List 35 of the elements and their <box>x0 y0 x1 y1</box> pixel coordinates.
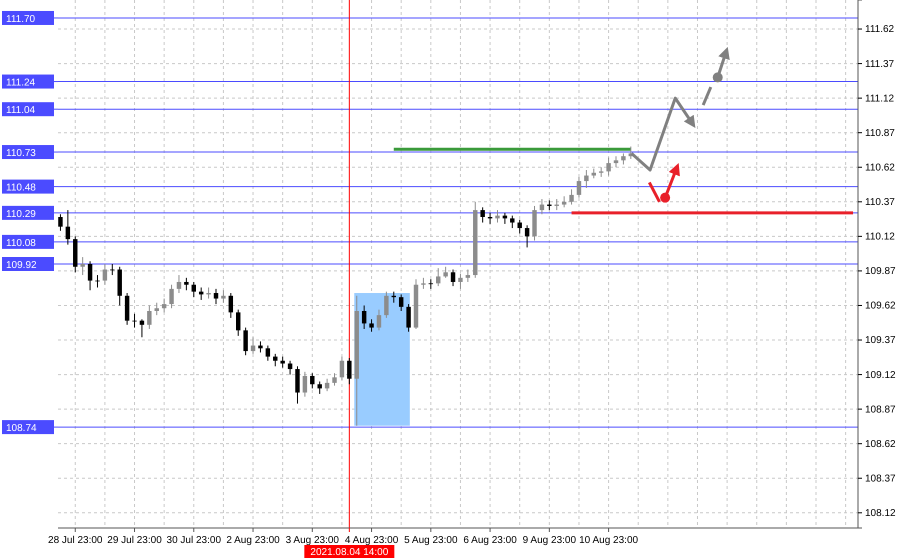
x-tick-label: 6 Aug 23:00 <box>463 535 518 546</box>
y-tick-label: 110.12 <box>865 232 896 243</box>
x-tick-label: 10 Aug 23:00 <box>579 535 638 546</box>
y-tick-label: 111.62 <box>865 24 895 36</box>
ref-line-label: 111.70 <box>6 14 36 25</box>
x-tick-label: 29 Jul 23:00 <box>107 535 162 546</box>
y-tick-label: 111.37 <box>865 58 895 70</box>
x-tick-label: 2 Aug 23:00 <box>226 535 280 546</box>
ref-line-label: 110.73 <box>6 148 36 160</box>
y-tick-label: 110.37 <box>865 197 896 208</box>
ref-line-label: 110.48 <box>6 182 36 194</box>
x-tick-label: 2021.08.04 14:00 <box>310 547 389 558</box>
ref-line-label: 109.92 <box>6 260 38 271</box>
y-tick-label: 108.87 <box>865 404 896 416</box>
y-tick-label: 111.12 <box>865 93 895 104</box>
ref-line-label: 111.04 <box>6 105 36 116</box>
x-tick-label: 3 Aug 23:00 <box>286 535 340 546</box>
y-tick-label: 110.62 <box>865 162 896 174</box>
ref-line-label: 108.74 <box>6 423 38 434</box>
x-tick-label: 9 Aug 23:00 <box>522 535 576 546</box>
y-tick-label: 108.62 <box>865 438 896 450</box>
y-tick-label: 110.87 <box>865 128 896 139</box>
ref-line-label: 111.24 <box>6 78 36 89</box>
y-tick-label: 108.37 <box>865 473 896 484</box>
y-tick-label: 109.87 <box>865 266 896 278</box>
y-tick-label: 109.37 <box>865 335 896 346</box>
x-tick-label: 4 Aug 23:00 <box>344 535 399 546</box>
x-tick-label: 30 Jul 23:00 <box>166 535 222 546</box>
x-tick-label: 5 Aug 23:00 <box>404 535 458 546</box>
ref-line-label: 110.29 <box>6 208 36 220</box>
y-tick-label: 108.12 <box>865 508 896 519</box>
x-tick-label: 28 Jul 23:00 <box>48 535 103 546</box>
y-tick-label: 109.12 <box>865 370 896 381</box>
ref-line-label: 110.08 <box>6 238 36 249</box>
y-tick-label: 109.62 <box>865 300 896 312</box>
